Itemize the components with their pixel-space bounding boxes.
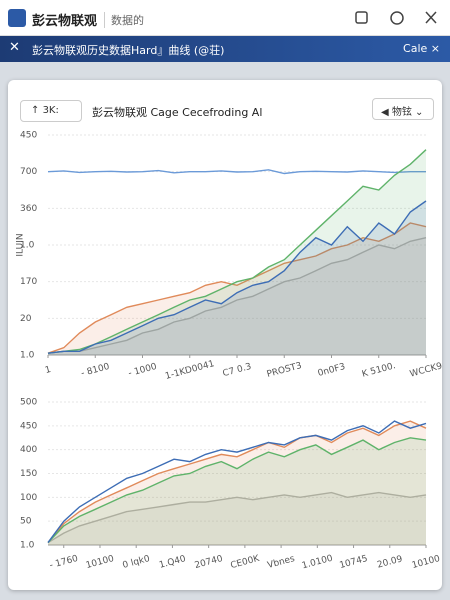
y-tick-label: 150 bbox=[20, 469, 37, 479]
series-line bbox=[47, 169, 426, 175]
chart-title: 彭云物联观 Cage Cecefroding Al bbox=[92, 106, 263, 119]
x-tick-label: 10100 bbox=[411, 554, 442, 571]
x-tick-label: 1.0100 bbox=[301, 554, 334, 572]
series-area bbox=[48, 223, 426, 355]
series-area bbox=[48, 492, 426, 545]
x-tick-label: 0 lqk0 bbox=[122, 554, 152, 571]
x-tick-label: - 1000 bbox=[127, 362, 158, 379]
y-tick-label: 450 bbox=[20, 131, 37, 141]
toolbar-button[interactable]: ↑ 3K: bbox=[20, 100, 82, 122]
x-tick-label: C7 0.3 bbox=[222, 362, 253, 379]
close[interactable] bbox=[425, 11, 437, 24]
x-tick-label: 1.Q40 bbox=[158, 554, 187, 571]
x-tick-label: 10100 bbox=[85, 554, 116, 571]
y-tick-label: 450 bbox=[20, 421, 37, 431]
y-tick-label: 700 bbox=[20, 167, 37, 177]
header-icon: ✕ bbox=[9, 40, 20, 55]
dropdown[interactable]: ◀ 物铉 ⌄ bbox=[372, 98, 434, 120]
series-line bbox=[47, 437, 427, 544]
series-line bbox=[47, 491, 427, 544]
header-action[interactable]: Cale × bbox=[403, 42, 440, 55]
logo bbox=[8, 9, 26, 27]
x-tick-label: PROST3 bbox=[266, 361, 303, 380]
series-line bbox=[47, 200, 427, 354]
x-tick-label: - 1760 bbox=[49, 554, 80, 571]
x-tick-label: 20.09 bbox=[376, 554, 404, 570]
y-tick-label: 20 bbox=[20, 314, 32, 324]
series-area bbox=[48, 437, 426, 545]
x-tick-label: 1-1KD0041 bbox=[164, 359, 215, 382]
y-tick-label: 1.0 bbox=[20, 241, 35, 251]
series-area bbox=[48, 421, 426, 545]
y-tick-label: 500 bbox=[20, 398, 37, 408]
settings[interactable] bbox=[390, 11, 404, 25]
tab[interactable]: 数据的 bbox=[104, 12, 144, 28]
series-line bbox=[47, 222, 427, 354]
maximize[interactable] bbox=[355, 11, 368, 24]
y-tick-label: 100 bbox=[20, 493, 37, 503]
y-tick-label: 1.0 bbox=[20, 351, 35, 361]
x-tick-label: 0n0F3 bbox=[317, 362, 347, 379]
app-title: 彭云物联观 bbox=[32, 14, 98, 29]
window-controls bbox=[355, 11, 437, 25]
x-tick-label: - 8100 bbox=[80, 362, 111, 379]
series-area bbox=[48, 149, 426, 355]
series-line bbox=[47, 237, 427, 354]
header-title: 彭云物联观历史数据Hard』曲线 (@荘) bbox=[32, 44, 225, 57]
y-axis-label: ILUIN bbox=[16, 233, 26, 256]
chart-card: ↑ 3K: 彭云物联观 Cage Cecefroding Al ◀ 物铉 ⌄ 1… bbox=[8, 80, 442, 590]
button-label: 3K: bbox=[42, 105, 59, 116]
x-tick-label: WCCK9 bbox=[409, 361, 442, 379]
series-line bbox=[47, 420, 427, 544]
y-tick-label: 50 bbox=[20, 517, 32, 527]
x-tick-label: Vbnes bbox=[267, 554, 297, 571]
x-tick-label: K 5100. bbox=[361, 361, 397, 380]
series-area bbox=[48, 237, 426, 355]
series-line bbox=[47, 420, 427, 544]
series-line bbox=[47, 149, 427, 354]
x-tick-label: 1 bbox=[44, 365, 52, 376]
series-area bbox=[48, 201, 426, 355]
y-tick-label: 360 bbox=[20, 204, 37, 214]
title-bar: 彭云物联观 数据的 bbox=[0, 0, 450, 36]
x-tick-label: 20740 bbox=[194, 554, 225, 571]
y-tick-label: 1.0 bbox=[20, 541, 35, 551]
charts: 1.0 20 170 1.0 360 700 450 1 - 8100 - 1000 1-1KD00… bbox=[16, 131, 443, 572]
header: ✕ 彭云物联观历史数据Hard』曲线 (@荘) Cale × bbox=[0, 36, 450, 62]
y-tick-label: 400 bbox=[20, 445, 37, 455]
x-tick-label: 10745 bbox=[339, 554, 369, 571]
y-tick-label: 170 bbox=[20, 277, 37, 287]
x-tick-label: CE00K bbox=[230, 554, 262, 572]
dropdown-label: 物铉 bbox=[391, 107, 412, 118]
